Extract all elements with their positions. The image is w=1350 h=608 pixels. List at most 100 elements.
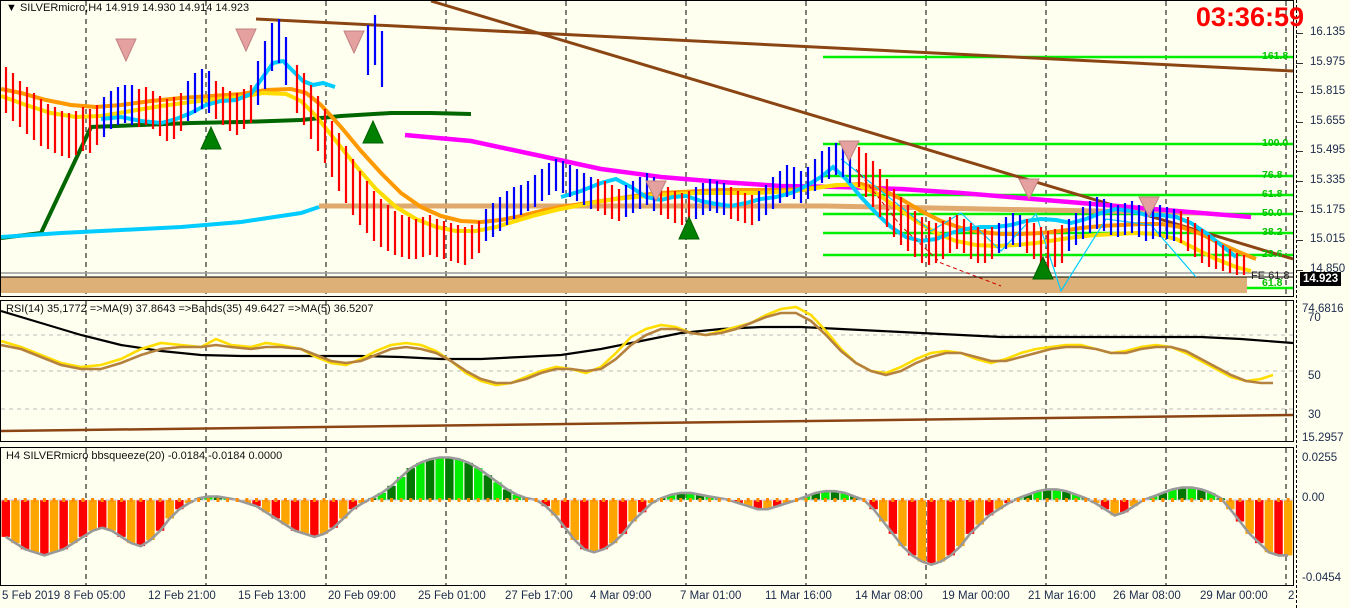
rsi-axis-tick: 30: [1308, 409, 1321, 421]
bbsqueeze-zero-dot: [573, 498, 577, 502]
bbsqueeze-zero-dot: [438, 498, 442, 502]
bbsqueeze-axis-tick: 0.00: [1302, 492, 1325, 504]
rsi-indicator-panel[interactable]: [0, 300, 1294, 442]
bbsqueeze-zero-dot: [1190, 498, 1194, 502]
fe-level-label: FE 61.8: [1251, 270, 1290, 282]
bbsqueeze-zero-dot: [621, 498, 625, 502]
price-axis-column: [1294, 0, 1350, 608]
fibonacci-label: 50.0: [1262, 207, 1283, 219]
bbsqueeze-zero-dot: [158, 498, 162, 502]
bbsqueeze-zero-dot: [226, 498, 230, 502]
bbsqueeze-zero-dot: [177, 498, 181, 502]
price-axis-tick-mark: [1296, 210, 1303, 212]
fibonacci-label: 38.2: [1262, 226, 1283, 238]
bbsqueeze-zero-dot: [640, 498, 644, 502]
time-axis-tick: 19 Mar 00:00: [942, 590, 1010, 602]
bbsqueeze-zero-dot: [216, 498, 220, 502]
time-axis-tick: 21 Mar 16:00: [1028, 590, 1096, 602]
fibonacci-label: 161.8: [1262, 50, 1289, 62]
bbsqueeze-zero-dot: [679, 498, 683, 502]
bbsqueeze-zero-dot: [110, 498, 114, 502]
time-axis-tick: 26 Mar 08:00: [1113, 590, 1181, 602]
bbsqueeze-zero-dot: [1248, 498, 1252, 502]
bbsqueeze-zero-dot: [1007, 498, 1011, 502]
bbsqueeze-zero-dot: [1093, 498, 1097, 502]
bbsqueeze-zero-dot: [505, 498, 509, 502]
time-axis-tick: 8 Feb 05:00: [64, 590, 126, 602]
bbsqueeze-zero-dot: [293, 498, 297, 502]
bbsqueeze-zero-dot: [737, 498, 741, 502]
sell-signal-arrows: [115, 28, 1160, 219]
bbsqueeze-zero-dot: [1045, 498, 1049, 502]
bbsqueeze-zero-dot: [42, 498, 46, 502]
bbsqueeze-indicator-panel[interactable]: [0, 447, 1294, 586]
axis-separator: [1296, 0, 1297, 608]
price-axis-tick: 14.850: [1310, 262, 1346, 275]
bbsqueeze-zero-dot: [283, 498, 287, 502]
price-axis-tick-mark: [1296, 92, 1303, 94]
bbsqueeze-zero-dot: [1016, 498, 1020, 502]
bbsqueeze-zero-dot: [312, 498, 316, 502]
bbsqueeze-zero-dot: [274, 498, 278, 502]
price-axis-tick-mark: [1296, 240, 1303, 242]
fibonacci-label: 23.6: [1262, 248, 1283, 260]
current-price-label: 14.923: [1300, 272, 1342, 286]
bbsqueeze-zero-dot: [766, 498, 770, 502]
bbsqueeze-zero-dot: [447, 498, 451, 502]
bbsqueeze-axis-tick: 0.0255: [1302, 452, 1338, 464]
fibonacci-label: 61.8: [1262, 277, 1283, 289]
bbsqueeze-zero-dot: [187, 498, 191, 502]
price-axis-tick-mark: [1296, 269, 1303, 271]
bbsqueeze-zero-dot: [1180, 498, 1184, 502]
bbsqueeze-zero-dot: [958, 498, 962, 502]
bbsqueeze-zero-dot: [814, 498, 818, 502]
bbsqueeze-zero-dot: [833, 498, 837, 502]
price-axis-tick: 16.135: [1310, 26, 1346, 38]
vertical-gridlines: [85, 1, 1287, 296]
price-axis-tick-mark: [1296, 33, 1303, 34]
bbsqueeze-zero-dot: [303, 498, 307, 502]
bbsqueeze-zero-dot: [1074, 498, 1078, 502]
price-axis-tick-mark: [1296, 62, 1303, 64]
bbsqueeze-zero-dot: [1132, 498, 1136, 502]
chart-symbol-header: ▼ SILVERmicro,H4 14.919 14.930 14.914 14…: [6, 2, 250, 14]
bbsqueeze-zero-dot: [129, 498, 133, 502]
bbsqueeze-panel-header: H4 SILVERmicro bbsqueeze(20) -0.0184 -0.…: [6, 450, 283, 462]
bbsqueeze-zero-dot: [592, 498, 596, 502]
bbsqueeze-zero-dot: [727, 498, 731, 502]
rsi-axis-tick: 15.2957: [1302, 432, 1344, 444]
bbsqueeze-zero-dot: [717, 498, 721, 502]
time-axis-tick: 20 Feb 09:00: [328, 590, 396, 602]
bbsqueeze-zero-dot: [332, 498, 336, 502]
bbsqueeze-zero-dot: [544, 498, 548, 502]
price-chart-panel[interactable]: [0, 0, 1294, 297]
bbsqueeze-zero-dot: [1084, 498, 1088, 502]
bbsqueeze-zero-dot: [361, 498, 365, 502]
triangle-down-icon[interactable]: ▼: [6, 2, 17, 14]
bbsqueeze-zero-dot: [688, 498, 692, 502]
price-axis-tick: 15.015: [1310, 233, 1346, 246]
bbsqueeze-zero-dot: [659, 498, 663, 502]
buy-signal-arrows: [200, 119, 1054, 280]
zigzag-line: [840, 158, 1197, 293]
bbsqueeze-zero-dot: [631, 498, 635, 502]
price-axis-tick: 15.495: [1310, 144, 1346, 157]
bbsqueeze-zero-dot: [4, 498, 8, 502]
trendlines: [255, 1, 1293, 261]
bbsqueeze-zero-dot: [862, 498, 866, 502]
ma-cyan-flat-line: [1, 205, 320, 239]
bbsqueeze-zero-dot: [582, 498, 586, 502]
rsi-axis-tick: 74.6816: [1302, 303, 1344, 315]
time-axis-tick: 5 Feb 2019: [2, 590, 61, 602]
bbsqueeze-zero-dot: [399, 498, 403, 502]
bbsqueeze-zero-dot: [997, 498, 1001, 502]
bbsqueeze-zero-dot: [13, 498, 17, 502]
rsi-bands-line: [1, 309, 1293, 361]
price-axis-tick: 15.175: [1310, 203, 1346, 216]
price-axis-tick: 15.975: [1310, 55, 1346, 68]
bbsqueeze-zero-dot: [409, 498, 413, 502]
bbsqueeze-zero-dot: [949, 498, 953, 502]
bbsqueeze-zero-dot: [33, 498, 37, 502]
bbsqueeze-zero-dot: [872, 498, 876, 502]
bbsqueeze-zero-dot: [380, 498, 384, 502]
